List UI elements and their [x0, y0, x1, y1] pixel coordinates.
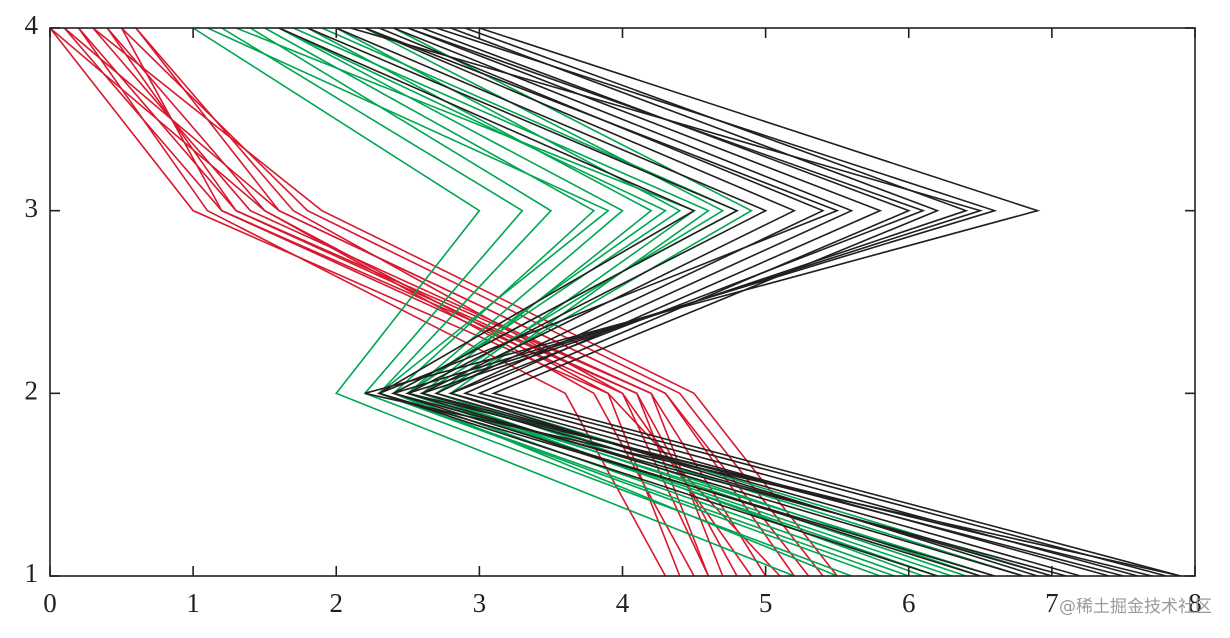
watermark: @稀土掘金技术社区 — [1059, 597, 1212, 617]
data-line — [292, 27, 1053, 577]
data-line — [450, 27, 1181, 577]
data-line — [221, 27, 852, 577]
data-line — [421, 27, 1167, 577]
x-tick-label: 7 — [1045, 588, 1059, 618]
data-line — [364, 27, 1181, 577]
y-tick-label: 1 — [25, 558, 39, 588]
x-tick-label: 2 — [330, 588, 344, 618]
x-tick-label: 0 — [43, 588, 57, 618]
y-tick-label: 3 — [25, 193, 39, 223]
x-tick-label: 5 — [759, 588, 773, 618]
data-line — [335, 27, 995, 577]
data-line — [249, 27, 881, 577]
data-line — [393, 27, 981, 577]
data-line — [278, 27, 938, 577]
data-line — [364, 27, 995, 577]
data-line — [364, 27, 924, 577]
y-tick-label: 4 — [25, 10, 39, 40]
data-line — [335, 27, 1024, 577]
y-tick-label: 2 — [25, 376, 39, 406]
x-tick-label: 1 — [186, 588, 200, 618]
x-tick-label: 4 — [616, 588, 630, 618]
data-line — [192, 27, 795, 577]
data-line — [207, 27, 895, 577]
x-tick-label: 8 — [1188, 588, 1202, 618]
x-tick-label: 3 — [473, 588, 487, 618]
x-tick-label: 6 — [902, 588, 916, 618]
data-line — [278, 27, 952, 577]
data-line — [407, 27, 1038, 577]
data-line — [407, 27, 1138, 577]
